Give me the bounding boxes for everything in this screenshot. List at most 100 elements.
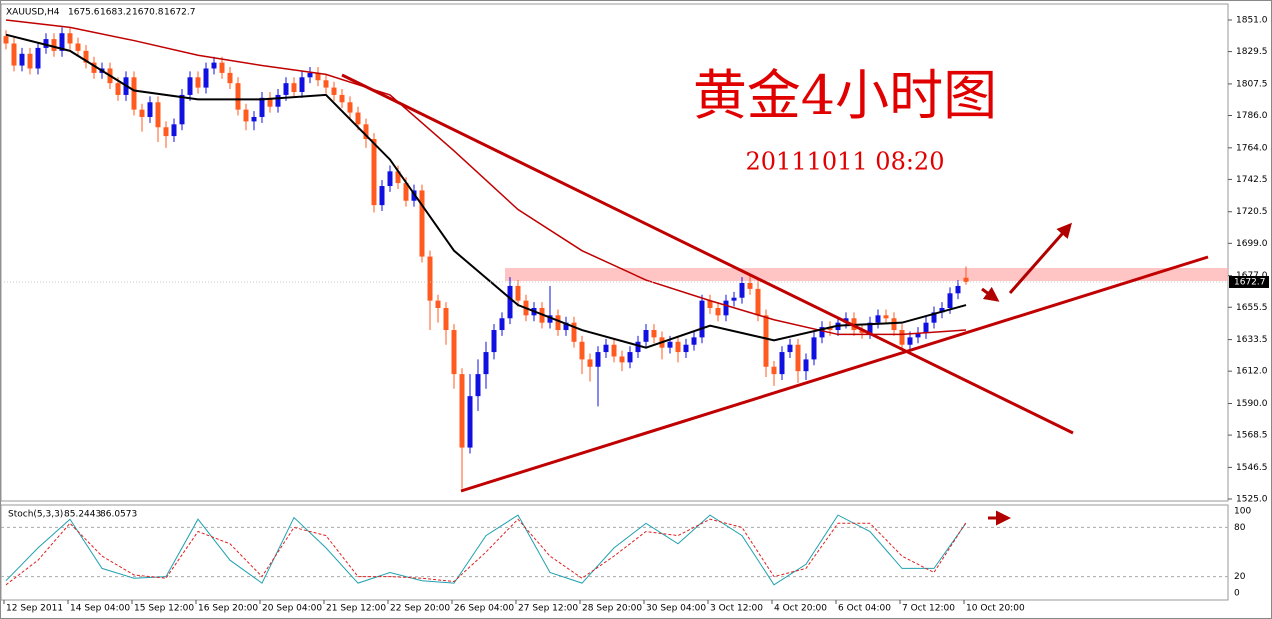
- y-tick-label: 1699.0: [1236, 239, 1268, 249]
- candle-body: [299, 77, 305, 92]
- y-tick-label: 1764.0: [1236, 143, 1268, 153]
- candle-body: [771, 366, 777, 375]
- y-tick-label: 100: [1234, 507, 1251, 517]
- stoch-line: [5, 518, 967, 586]
- arrow: [1008, 222, 1072, 294]
- candle-body: [267, 97, 273, 107]
- x-tick-label: 21 Sep 12:00: [326, 604, 386, 614]
- candle-body: [115, 83, 121, 95]
- candle-body: [667, 341, 673, 348]
- x-tick-label: 7 Oct 12:00: [902, 604, 955, 614]
- candle-body: [723, 300, 729, 316]
- ohlc-low: 1670.8: [132, 8, 164, 18]
- candle-body: [163, 127, 169, 137]
- x-tick-label: 14 Sep 04:00: [70, 604, 130, 614]
- candle-body: [675, 341, 681, 353]
- candle-body: [563, 322, 569, 331]
- candle-body: [235, 83, 241, 110]
- candle-body: [595, 352, 601, 367]
- candle-body: [91, 62, 97, 73]
- candle-body: [339, 94, 345, 103]
- x-tick-label: 27 Sep 12:00: [518, 604, 578, 614]
- y-tick-label: 1633.5: [1236, 335, 1268, 345]
- stoch-panel: [0, 504, 1229, 601]
- candle-body: [347, 102, 353, 113]
- candle-body: [827, 327, 833, 331]
- candle-body: [219, 62, 225, 73]
- ohlc-close: 1672.7: [164, 8, 196, 18]
- stoch-k: 85.2443: [64, 510, 101, 520]
- resistance-zone: [505, 268, 1228, 281]
- y-tick-label: 1829.5: [1236, 47, 1268, 57]
- candle-body: [275, 94, 281, 107]
- moving-average: [5, 33, 967, 349]
- candle-body: [947, 293, 953, 308]
- x-tick-label: 3 Oct 12:00: [710, 604, 763, 614]
- candle-body: [171, 124, 177, 137]
- candle-body: [411, 190, 417, 201]
- x-tick-label: 4 Oct 20:00: [774, 604, 827, 614]
- y-tick-label: 1525.0: [1236, 495, 1268, 505]
- y-tick-label: 20: [1234, 572, 1246, 582]
- candle-body: [955, 285, 961, 294]
- symbol: XAUUSD,H4: [6, 8, 60, 18]
- candle-body: [435, 300, 441, 308]
- candle-body: [547, 315, 553, 323]
- arrow: [981, 286, 1000, 302]
- candle-body: [483, 352, 489, 375]
- candle-body: [203, 68, 209, 88]
- x-tick-label: 12 Sep 2011: [6, 604, 63, 614]
- y-tick-label: 1720.5: [1236, 207, 1268, 217]
- candle-body: [699, 300, 705, 338]
- candle-body: [371, 139, 377, 206]
- x-tick-label: 22 Sep 20:00: [390, 604, 450, 614]
- x-tick-label: 6 Oct 04:00: [838, 604, 891, 614]
- candle-body: [27, 53, 33, 69]
- candle-body: [555, 315, 561, 331]
- candle-body: [427, 256, 433, 301]
- y-tick-label: 1568.5: [1236, 431, 1268, 441]
- candle-body: [755, 288, 761, 316]
- candle-body: [451, 330, 457, 375]
- candle-body: [643, 330, 649, 342]
- candle-body: [43, 39, 49, 48]
- candle-body: [611, 344, 617, 357]
- price-box: [1229, 275, 1269, 288]
- candle-body: [707, 300, 713, 308]
- candle-body: [211, 62, 217, 69]
- chart-subtitle: 20111011 08:20: [746, 148, 945, 176]
- y-tick-label: 1807.5: [1236, 79, 1268, 89]
- candle-body: [899, 330, 905, 345]
- candle-body: [59, 33, 65, 51]
- candle-body: [747, 283, 753, 289]
- candle-body: [587, 359, 593, 367]
- candle-body: [619, 356, 625, 363]
- candle-body: [731, 297, 737, 301]
- y-tick-label: 1742.5: [1236, 175, 1268, 185]
- ohlc-open: 1675.6: [68, 8, 100, 18]
- candle-body: [603, 344, 609, 353]
- up-trendline: [460, 255, 1209, 493]
- candle-body: [195, 77, 201, 88]
- candle-body: [155, 102, 161, 128]
- candle-body: [915, 332, 921, 338]
- x-tick-label: 20 Sep 04:00: [262, 604, 322, 614]
- candle-body: [459, 374, 465, 448]
- candle-body: [259, 97, 265, 117]
- candle-body: [11, 43, 17, 66]
- y-tick-label: 1851.0: [1236, 16, 1268, 26]
- candle-body: [243, 109, 249, 122]
- candle-body: [379, 186, 385, 206]
- y-tick-label: 1612.0: [1236, 367, 1268, 377]
- y-tick-label: 1546.5: [1236, 463, 1268, 473]
- candle-body: [931, 312, 937, 323]
- candle-body: [147, 102, 153, 117]
- plot: 1851.0 1829.5 1807.5 1786.0 1764.0 1742.5 1720…: [1, 16, 1269, 614]
- candle-body: [291, 83, 297, 92]
- candle-body: [651, 330, 657, 338]
- candle-body: [939, 307, 945, 313]
- down-trendline: [341, 73, 1074, 435]
- candle-body: [131, 77, 137, 110]
- candle-body: [739, 283, 745, 298]
